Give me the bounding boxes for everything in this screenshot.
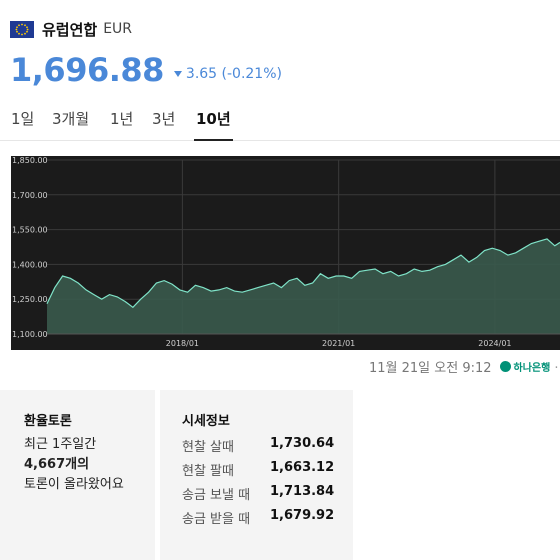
y-tick-label: 1,400.00 — [12, 260, 48, 269]
eu-flag-icon — [10, 20, 34, 38]
info-row-cash-buy: 현찰 살때 1,730.64 — [182, 436, 362, 458]
tab-3year[interactable]: 3년 — [152, 110, 176, 128]
timestamp-text: 11월 21일 오전 9:12 — [369, 361, 492, 376]
market-info-title: 시세정보 — [182, 414, 230, 429]
info-label: 송금 받을 때 — [182, 512, 251, 527]
chart-svg: 1,850.00 1,700.00 1,550.00 1,400.00 1,250.00… — [12, 156, 560, 348]
rate-change: 3.65 (-0.21%) — [173, 66, 282, 82]
tab-1year[interactable]: 1년 — [110, 110, 134, 128]
y-tick-label: 1,250.00 — [12, 295, 48, 304]
series-area — [47, 238, 560, 334]
hana-bank-icon — [499, 361, 511, 372]
tab-10year[interactable]: 10년 — [194, 108, 233, 141]
currency-header: 유럽연합 EUR — [10, 18, 132, 40]
market-info-card: 시세정보 현찰 살때 1,730.64 현찰 팔때 1,663.12 송금 보낼… — [160, 390, 353, 560]
y-tick-label: 1,700.00 — [12, 191, 48, 200]
y-tick-label: 1,550.00 — [12, 226, 48, 235]
discussion-text: 최근 1주일간 4,667개의 토론이 올라왔어요 — [24, 435, 124, 495]
x-tick-label: 2018/01 — [166, 339, 199, 348]
down-triangle-icon — [173, 71, 182, 77]
discussion-card[interactable]: 환율토론 최근 1주일간 4,667개의 토론이 올라왔어요 — [0, 390, 155, 560]
x-tick-label: 2024/01 — [478, 339, 511, 348]
currency-name: 유럽연합 — [42, 20, 98, 39]
info-row-remit-receive: 송금 받을 때 1,679.92 — [182, 508, 362, 530]
info-row-cash-sell: 현찰 팔때 1,663.12 — [182, 460, 362, 482]
y-tick-label: 1,850.00 — [12, 156, 48, 165]
series-line — [46, 238, 560, 309]
discussion-line1: 최근 1주일간 — [24, 437, 97, 452]
discussion-count: 4,667개의 — [24, 457, 90, 472]
info-value: 1,679.92 — [270, 508, 335, 523]
source-separator: · 단 — [554, 361, 560, 376]
discussion-title: 환율토론 — [24, 414, 72, 429]
info-value: 1,713.84 — [270, 484, 335, 499]
info-value: 1,663.12 — [270, 460, 335, 475]
x-tick-label: 2021/01 — [322, 339, 355, 348]
info-label: 현찰 팔때 — [182, 464, 234, 479]
rate-row: 1,696.88 3.65 (-0.21%) — [10, 50, 282, 90]
period-tabs: 1일 3개월 1년 3년 10년 — [0, 104, 560, 141]
market-info-list: 현찰 살때 1,730.64 현찰 팔때 1,663.12 송금 보낼 때 1,… — [182, 436, 352, 556]
exchange-rate-chart[interactable]: 1,850.00 1,700.00 1,550.00 1,400.00 1,250.00… — [11, 156, 560, 350]
update-timestamp: 11월 21일 오전 9:12 하나은행 · 단 — [369, 357, 560, 376]
rate-change-value: 3.65 (-0.21%) — [185, 66, 282, 82]
info-label: 현찰 살때 — [182, 440, 234, 455]
exchange-rate: 1,696.88 — [10, 51, 164, 89]
info-label: 송금 보낼 때 — [182, 488, 251, 503]
source-name: 하나은행 — [513, 363, 551, 374]
tab-1day[interactable]: 1일 — [11, 110, 35, 128]
hana-bank-logo: 하나은행 — [499, 359, 551, 374]
tab-3month[interactable]: 3개월 — [52, 110, 90, 128]
y-tick-label: 1,100.00 — [12, 330, 48, 339]
info-value: 1,730.64 — [270, 436, 335, 451]
discussion-line3: 토론이 올라왔어요 — [24, 477, 124, 492]
currency-code: EUR — [103, 21, 133, 37]
info-row-remit-send: 송금 보낼 때 1,713.84 — [182, 484, 362, 506]
